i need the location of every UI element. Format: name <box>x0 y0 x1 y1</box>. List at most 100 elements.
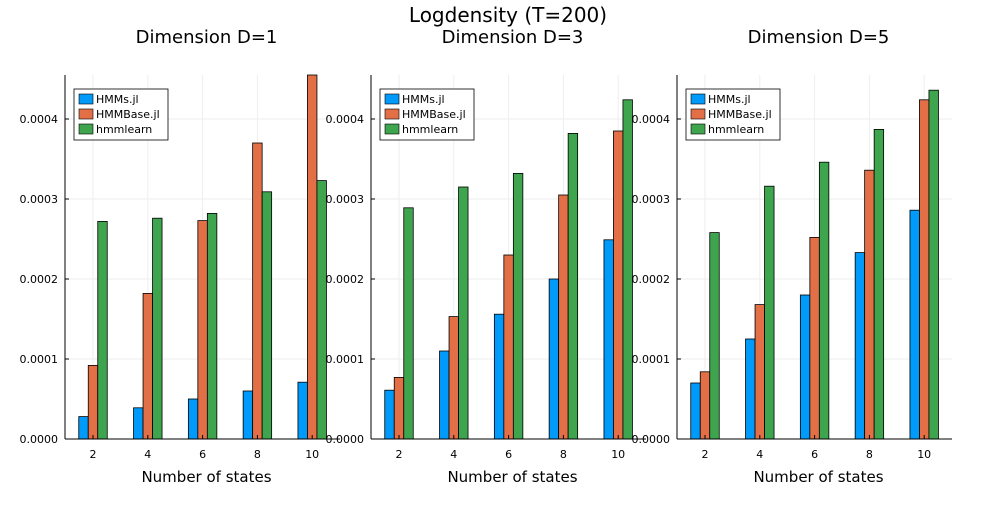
y-tick-label: 0.0000 <box>326 433 365 446</box>
bar-hmmlearn <box>512 172 524 440</box>
x-tick-label: 6 <box>505 448 512 461</box>
y-tick-label: 0.0004 <box>326 113 365 126</box>
bar-hmmbase-jl <box>558 194 569 440</box>
bar-hmmlearn <box>622 99 633 440</box>
bar-hmms-jl <box>690 382 701 440</box>
chart-title: Dimension D=1 <box>136 27 278 48</box>
x-tick-label: 10 <box>611 448 625 461</box>
bar-hmmbase-jl <box>699 371 711 440</box>
bar-hmmlearn <box>458 186 469 440</box>
bar-hmms-jl <box>493 313 505 440</box>
y-tick-label: 0.0002 <box>326 273 365 286</box>
y-tick-label: 0.0004 <box>20 113 59 126</box>
bar-hmmbase-jl <box>754 304 765 440</box>
bar-hmmbase-jl <box>307 74 318 440</box>
bar-hmmlearn <box>316 180 327 440</box>
bar-hmmbase-jl <box>613 130 624 440</box>
legend-label: HMMBase.jl <box>96 108 160 121</box>
y-tick-label: 0.0002 <box>20 273 59 286</box>
bar-hmmlearn <box>873 128 885 440</box>
y-tick-label: 0.0003 <box>20 193 59 206</box>
bar-hmmlearn <box>567 132 579 440</box>
bar-hmms-jl <box>603 239 614 440</box>
bar-hmmlearn <box>97 220 108 440</box>
y-tick-label: 0.0002 <box>632 273 671 286</box>
y-tick-label: 0.0001 <box>632 353 671 366</box>
x-axis-label: Number of states <box>447 468 577 486</box>
bar-hmms-jl <box>548 278 560 440</box>
chart-panel-1: 0.0000 0.0001 0.0002 0.0003 0.0004 2 4 6 8 10 Dime… <box>20 27 340 486</box>
bar-hmms-jl <box>187 398 199 440</box>
bar-hmms-jl <box>745 338 756 440</box>
legend-label: HMMBase.jl <box>708 108 772 121</box>
legend-label: hmmlearn <box>708 123 764 136</box>
x-tick-label: 2 <box>396 448 403 461</box>
legend-swatch <box>78 93 94 105</box>
legend-swatch <box>690 123 706 135</box>
legend-label: HMMBase.jl <box>402 108 466 121</box>
y-tick-label: 0.0003 <box>326 193 365 206</box>
legend-swatch <box>690 108 706 120</box>
bar-hmms-jl <box>439 350 450 440</box>
x-tick-label: 8 <box>560 448 567 461</box>
bar-hmmbase-jl <box>252 142 263 440</box>
bar-hmmlearn <box>261 191 273 440</box>
bar-hmms-jl <box>297 381 308 440</box>
x-tick-label: 4 <box>756 448 763 461</box>
x-tick-label: 10 <box>305 448 319 461</box>
legend-label: hmmlearn <box>402 123 458 136</box>
y-tick-label: 0.0003 <box>632 193 671 206</box>
legend-label: HMMs.jl <box>708 93 751 106</box>
x-tick-label: 4 <box>450 448 457 461</box>
bar-hmmlearn <box>206 212 218 440</box>
x-tick-label: 6 <box>199 448 206 461</box>
bar-hmmlearn <box>709 232 720 440</box>
bar-hmmlearn <box>818 161 830 440</box>
figure-title: Logdensity (T=200) <box>409 3 607 27</box>
bar-hmmbase-jl <box>142 292 153 440</box>
x-tick-label: 10 <box>917 448 931 461</box>
bar-hmms-jl <box>78 416 89 440</box>
bar-hmmbase-jl <box>197 220 208 440</box>
legend: HMMs.jl HMMBase.jl hmmlearn <box>73 88 169 141</box>
bar-hmmlearn <box>928 89 939 440</box>
x-tick-label: 8 <box>866 448 873 461</box>
legend-label: HMMs.jl <box>96 93 139 106</box>
bar-hmms-jl <box>909 209 920 440</box>
x-tick-label: 6 <box>811 448 818 461</box>
bar-hmmbase-jl <box>393 376 405 440</box>
legend-swatch <box>78 123 94 135</box>
bar-hmmbase-jl <box>87 364 99 440</box>
legend-label: hmmlearn <box>96 123 152 136</box>
bar-hmmlearn <box>152 217 163 440</box>
chart-panel-2: 0.0000 0.0001 0.0002 0.0003 0.0004 2 4 6 8 10 Dime… <box>326 27 646 486</box>
chart-title: Dimension D=5 <box>748 27 890 48</box>
bar-hmms-jl <box>384 389 395 440</box>
y-tick-label: 0.0004 <box>632 113 671 126</box>
legend-label: HMMs.jl <box>402 93 445 106</box>
bar-hmms-jl <box>133 407 144 440</box>
chart-panel-3: 0.0000 0.0001 0.0002 0.0003 0.0004 2 4 6 8 10 Dime… <box>632 27 952 486</box>
x-axis-label: Number of states <box>753 468 883 486</box>
y-tick-label: 0.0001 <box>326 353 365 366</box>
bar-hmmbase-jl <box>503 254 514 440</box>
legend-swatch <box>384 93 400 105</box>
bar-hmmbase-jl <box>448 316 459 440</box>
y-tick-label: 0.0000 <box>632 433 671 446</box>
legend: HMMs.jl HMMBase.jl hmmlearn <box>379 88 475 141</box>
x-tick-label: 8 <box>254 448 261 461</box>
x-tick-label: 4 <box>144 448 151 461</box>
legend-swatch <box>690 93 706 105</box>
bar-hmmbase-jl <box>809 236 820 440</box>
bar-hmmlearn <box>764 185 775 440</box>
x-axis-label: Number of states <box>141 468 271 486</box>
legend-swatch <box>384 123 400 135</box>
y-tick-label: 0.0000 <box>20 433 59 446</box>
legend-swatch <box>384 108 400 120</box>
x-tick-label: 2 <box>702 448 709 461</box>
bar-hmmlearn <box>403 207 414 440</box>
chart-title: Dimension D=3 <box>442 27 584 48</box>
legend: HMMs.jl HMMBase.jl hmmlearn <box>685 88 781 141</box>
